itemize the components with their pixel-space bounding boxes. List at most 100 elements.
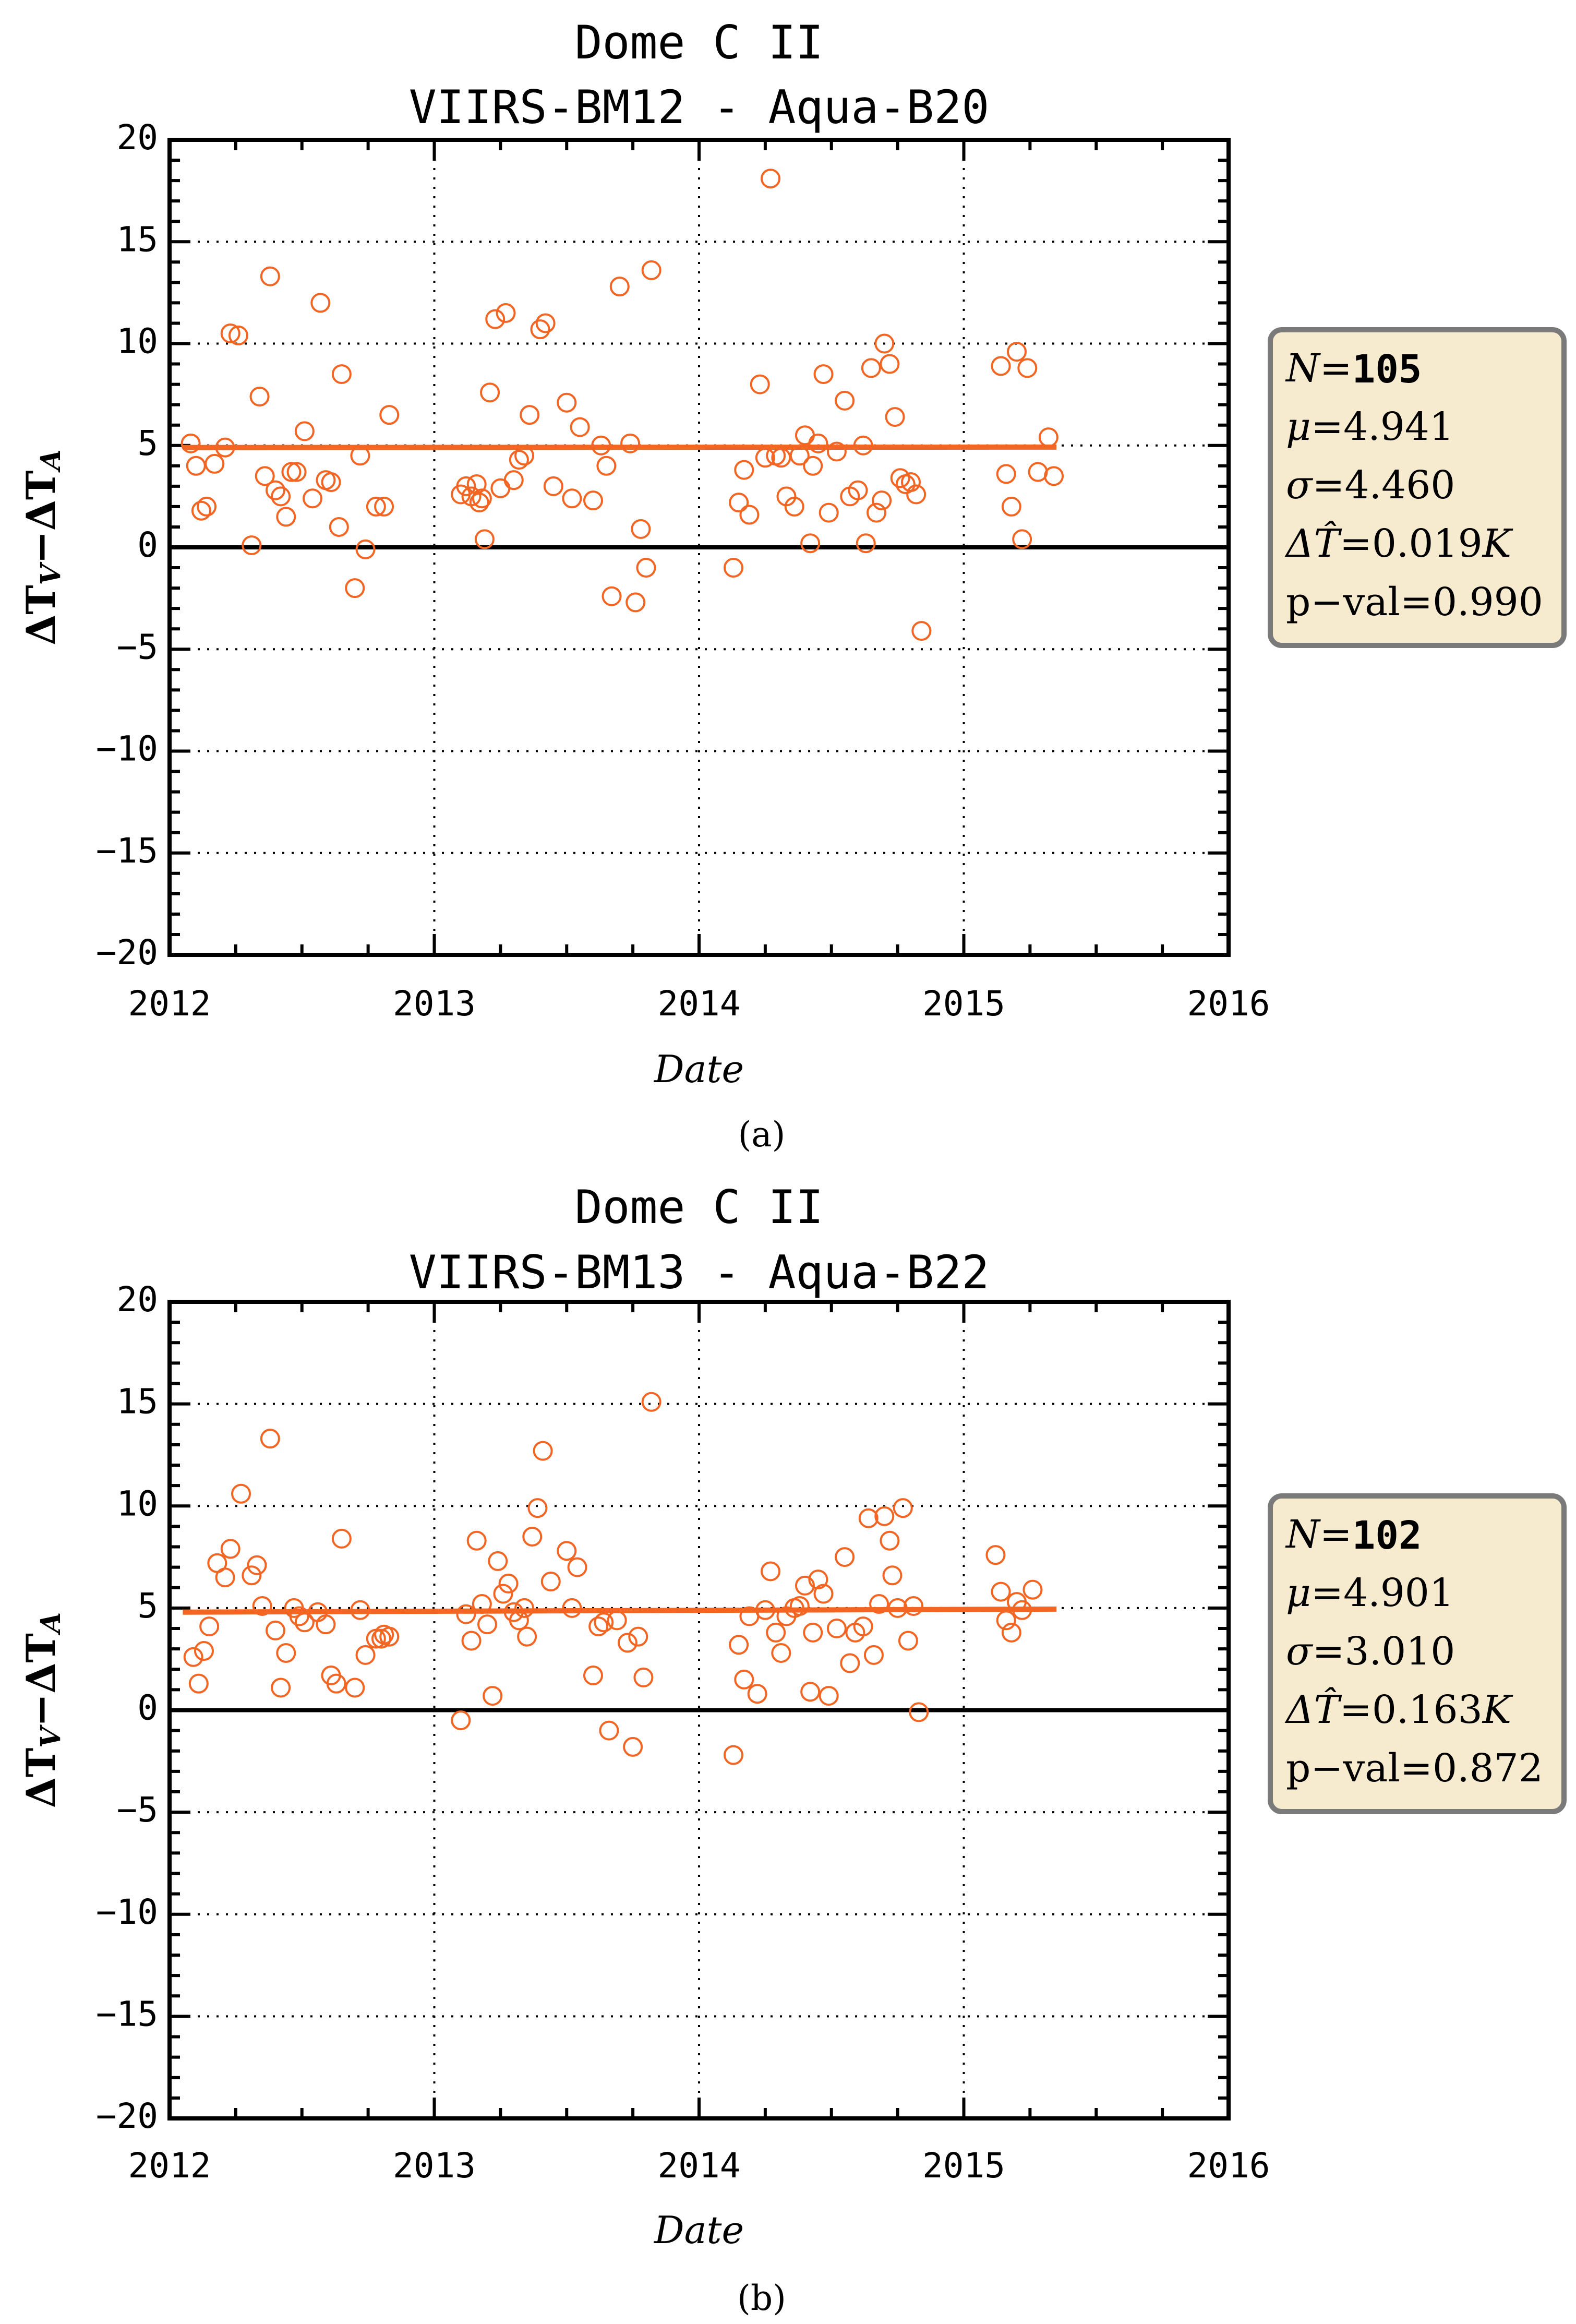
stats-equals: = — [1311, 404, 1343, 449]
data-point — [588, 1616, 609, 1637]
y-tick-label: −15 — [96, 831, 158, 871]
data-point — [887, 1598, 908, 1618]
stats-value: 3.010 — [1345, 1629, 1455, 1674]
data-point — [271, 486, 291, 507]
fit-line — [183, 1606, 1057, 1615]
data-point — [803, 456, 823, 476]
stats-mu: μ=4.901 — [1286, 1571, 1454, 1615]
stats-label: N — [1285, 346, 1321, 391]
stats-label: σ — [1286, 463, 1314, 508]
data-point — [276, 507, 296, 527]
data-point — [901, 472, 921, 493]
data-point — [355, 539, 376, 559]
stats-equals: = — [1400, 580, 1433, 625]
stats-box-frame — [1268, 327, 1567, 648]
data-point — [601, 586, 622, 606]
x-tick-label: 2015 — [922, 2146, 1005, 2186]
data-point — [996, 1610, 1016, 1631]
x-tick-label: 2014 — [658, 2146, 741, 2186]
y-label-subscript: A — [35, 449, 67, 473]
stats-equals: = — [1311, 1571, 1343, 1615]
data-point — [599, 1720, 619, 1741]
x-tick-label: 2014 — [658, 984, 741, 1024]
data-point — [623, 1736, 643, 1757]
data-point — [485, 309, 506, 329]
data-point — [813, 1584, 834, 1604]
data-point — [321, 472, 341, 493]
data-point — [853, 435, 873, 456]
data-point — [874, 333, 895, 354]
data-point — [493, 1584, 513, 1604]
chart-title-line2: VIIRS-BM12 - Aqua-B20 — [409, 80, 990, 134]
stats-unit: K — [1482, 1687, 1513, 1732]
data-point — [858, 1508, 879, 1528]
data-point — [583, 1665, 603, 1685]
data-point — [562, 488, 582, 509]
data-point — [784, 496, 804, 517]
y-tick-label: 0 — [137, 525, 158, 565]
figure-caption: (b) — [737, 2278, 786, 2318]
data-point — [880, 354, 900, 374]
stats-equals: = — [1313, 1629, 1345, 1674]
chart-title-line1: Dome C II — [575, 16, 824, 69]
data-point — [331, 364, 352, 385]
data-point — [1044, 466, 1064, 486]
data-point — [819, 502, 839, 523]
data-point — [631, 519, 651, 539]
data-point — [906, 484, 927, 505]
y-tick-label: 5 — [137, 1586, 158, 1626]
data-point — [1001, 1622, 1021, 1643]
data-point — [766, 1622, 786, 1643]
data-point — [527, 1498, 548, 1518]
data-point — [498, 1573, 519, 1594]
data-point — [991, 356, 1011, 376]
data-point — [583, 490, 603, 511]
y-label-subscript: A — [35, 1612, 67, 1636]
data-point — [795, 425, 815, 446]
data-point — [826, 1619, 847, 1638]
y-tick-label: 20 — [117, 1279, 158, 1320]
data-point — [281, 462, 302, 482]
data-point — [856, 533, 876, 554]
stats-label: ΔT̂ — [1284, 521, 1342, 566]
stats-sigma: σ=3.010 — [1286, 1629, 1455, 1674]
data-point — [734, 460, 754, 480]
data-point — [747, 1684, 767, 1704]
data-point — [543, 476, 563, 496]
data-point — [490, 478, 511, 498]
x-tick-label: 2015 — [922, 984, 1005, 1024]
data-point — [294, 1612, 315, 1633]
x-tick-label: 2012 — [128, 2146, 211, 2186]
data-point — [1038, 427, 1058, 448]
y-tick-label: −20 — [96, 2096, 158, 2136]
y-tick-label: 20 — [117, 117, 158, 158]
data-point — [252, 1596, 272, 1616]
data-point — [197, 496, 217, 517]
y-tick-label: 15 — [117, 1382, 158, 1422]
data-point — [872, 490, 892, 511]
data-point — [853, 1616, 873, 1637]
stats-delta-t: ΔT̂=0.163K — [1284, 1687, 1513, 1732]
data-point — [326, 1673, 346, 1694]
data-point — [472, 1594, 492, 1614]
data-point — [496, 303, 516, 323]
data-point — [303, 488, 323, 509]
stats-p-value: p−val=0.872 — [1286, 1746, 1543, 1791]
data-point — [355, 1645, 376, 1665]
data-point — [848, 480, 868, 500]
data-point — [874, 1506, 895, 1526]
chart-panel-1: Dome C II VIIRS-BM12 - Aqua-B20 −20 −15 −10 −… — [18, 16, 1567, 1155]
data-point — [890, 468, 910, 488]
x-tick-label: 2016 — [1187, 2146, 1270, 2186]
data-point — [242, 1565, 262, 1586]
data-point — [985, 1545, 1006, 1565]
data-point — [557, 1541, 577, 1561]
data-point — [607, 1610, 627, 1631]
data-point — [880, 1530, 900, 1551]
y-tick-label: 10 — [117, 321, 158, 362]
data-point — [863, 1645, 884, 1665]
data-point — [535, 313, 556, 333]
data-point — [260, 1429, 280, 1449]
data-point — [771, 1643, 791, 1663]
